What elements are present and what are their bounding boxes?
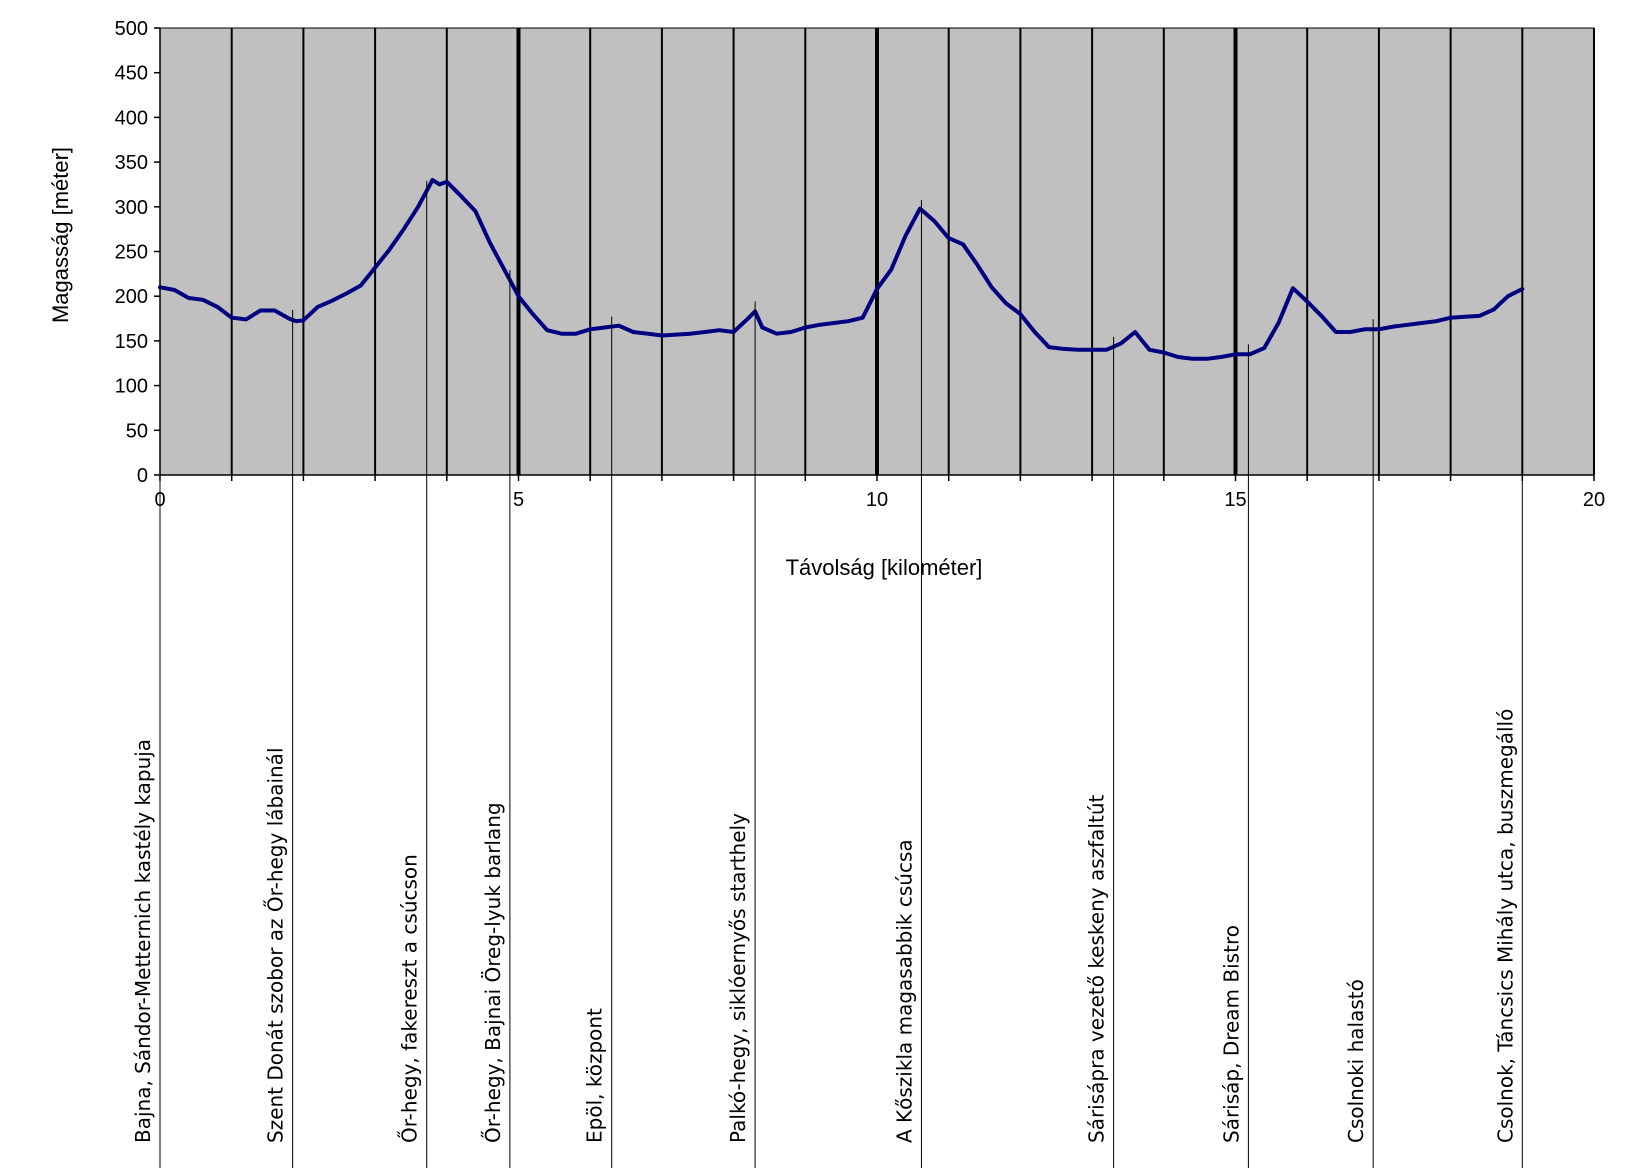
waypoint-label: Őr-hegy, fakereszt a csúcson — [398, 854, 422, 1143]
x-axis-title: Távolság [kilométer] — [786, 555, 983, 580]
waypoint-label: Sárisáp, Dream Bistro — [1219, 925, 1243, 1143]
waypoint-label: Bajna, Sándor-Metternich kastély kapuja — [131, 739, 155, 1143]
y-tick-label: 250 — [115, 242, 148, 264]
waypoint-label: Palkó-hegy, siklóernyős starthely — [726, 813, 750, 1143]
y-tick-label: 500 — [115, 18, 148, 40]
waypoint-label: Epöl, központ — [583, 1008, 607, 1143]
waypoint-markers: Bajna, Sándor-Metternich kastély kapuja S… — [131, 180, 1523, 1168]
y-tick-label: 150 — [115, 331, 148, 353]
y-tick-label: 450 — [115, 63, 148, 85]
y-tick-label: 400 — [115, 107, 148, 129]
x-tick-label: 10 — [866, 489, 888, 511]
x-axis: 0 5 10 15 20 — [154, 474, 1605, 511]
waypoint-label: Csolnoki halastó — [1344, 979, 1368, 1143]
y-tick-label: 100 — [115, 376, 148, 398]
waypoint-label: Csolnok, Táncsics Mihály utca, buszmegál… — [1493, 709, 1517, 1143]
x-tick-label: 15 — [1224, 489, 1246, 511]
waypoint-label: Szent Donát szobor az Őr-hegy lábainál — [264, 748, 288, 1144]
y-axis-title: Magasság [méter] — [48, 147, 73, 323]
x-tick-label: 5 — [513, 489, 524, 511]
waypoint-label: Őr-hegy, Bajnai Öreg-lyuk barlang — [481, 802, 505, 1143]
y-tick-label: 50 — [126, 420, 148, 442]
elevation-series-line — [158, 178, 1525, 361]
y-tick-label: 200 — [115, 286, 148, 308]
x-tick-label: 20 — [1583, 489, 1605, 511]
y-axis: 0 50 100 150 200 250 300 350 400 450 500 — [115, 18, 161, 487]
y-tick-label: 0 — [137, 465, 148, 487]
y-tick-label: 300 — [115, 197, 148, 219]
grid-lines — [230, 28, 1595, 475]
waypoint-label: A Kőszikla magasabbik csúcsa — [893, 839, 917, 1143]
waypoint-label: Sárisápra vezető keskeny aszfaltút — [1085, 795, 1109, 1143]
y-tick-label: 350 — [115, 152, 148, 174]
